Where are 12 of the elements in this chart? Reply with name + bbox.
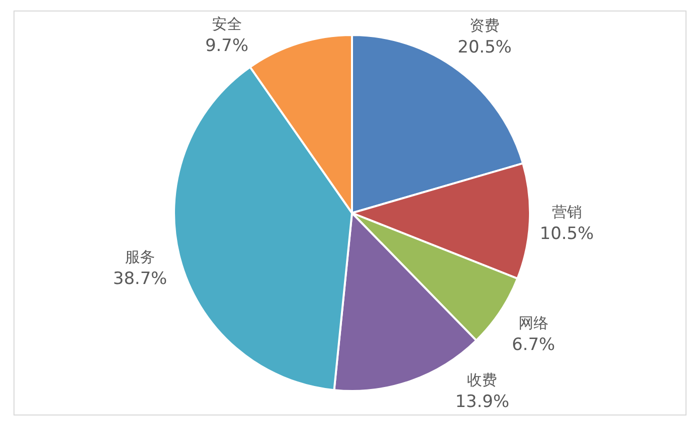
slice-label: 安全 [212, 15, 242, 33]
data-label: 13.9% [455, 392, 510, 412]
data-label: 20.5% [458, 37, 512, 58]
slice-label: 服务 [125, 248, 156, 266]
data-label: 38.7% [113, 269, 168, 290]
slice-label: 收费 [467, 371, 498, 389]
slice-label: 营销 [552, 203, 582, 222]
data-label: 10.5% [540, 224, 594, 244]
data-label: 6.7% [512, 334, 556, 355]
data-label: 9.7% [205, 36, 248, 56]
slice-label: 网络 [518, 314, 548, 332]
slice-label: 资费 [470, 16, 500, 34]
